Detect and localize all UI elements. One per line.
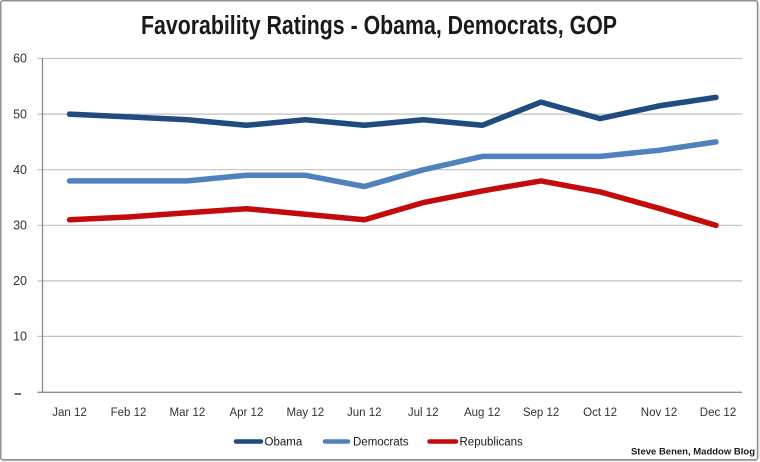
svg-text:Republicans: Republicans	[460, 437, 524, 449]
svg-text:Favorability Ratings - Obama,: Favorability Ratings - Obama, Democrats,…	[141, 12, 617, 40]
svg-text:Obama: Obama	[265, 437, 303, 449]
svg-text:Dec 12: Dec 12	[700, 407, 736, 419]
svg-text:Steve Benen, Maddow Blog: Steve Benen, Maddow Blog	[631, 447, 755, 458]
svg-text:Oct 12: Oct 12	[583, 407, 617, 419]
svg-text:Mar 12: Mar 12	[170, 407, 206, 419]
svg-text:20: 20	[13, 274, 27, 288]
svg-text:Feb 12: Feb 12	[111, 407, 147, 419]
svg-text:Jul 12: Jul 12	[408, 407, 439, 419]
svg-text:30: 30	[13, 219, 27, 233]
svg-text:50: 50	[13, 107, 27, 121]
svg-text:40: 40	[13, 163, 27, 177]
svg-text:60: 60	[13, 52, 27, 66]
svg-text:10: 10	[13, 330, 27, 344]
svg-text:Jan 12: Jan 12	[52, 407, 87, 419]
svg-text:Democrats: Democrats	[353, 437, 409, 449]
svg-text:Nov 12: Nov 12	[641, 407, 677, 419]
svg-text:Sep 12: Sep 12	[523, 407, 559, 419]
svg-text:May 12: May 12	[286, 407, 324, 419]
svg-text:Apr 12: Apr 12	[229, 407, 263, 419]
svg-text:Jun 12: Jun 12	[347, 407, 382, 419]
svg-text:Aug 12: Aug 12	[464, 407, 500, 419]
